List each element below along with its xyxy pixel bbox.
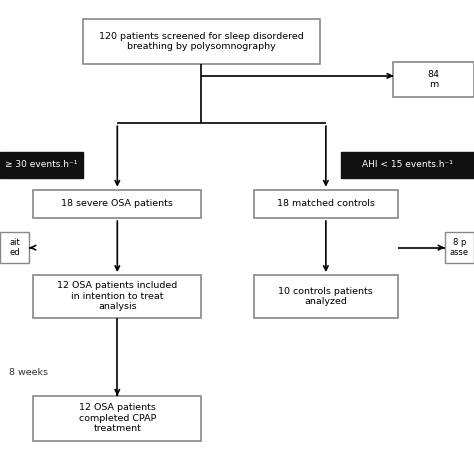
- FancyBboxPatch shape: [0, 152, 83, 178]
- FancyBboxPatch shape: [254, 275, 398, 318]
- Text: 120 patients screened for sleep disordered
breathing by polysomnography: 120 patients screened for sleep disorder…: [99, 32, 304, 51]
- Text: 12 OSA patients
completed CPAP
treatment: 12 OSA patients completed CPAP treatment: [79, 403, 156, 433]
- Text: 18 matched controls: 18 matched controls: [277, 200, 375, 208]
- Text: 8 weeks: 8 weeks: [9, 368, 48, 376]
- FancyBboxPatch shape: [33, 190, 201, 218]
- FancyBboxPatch shape: [33, 275, 201, 318]
- Text: 10 controls patients
analyzed: 10 controls patients analyzed: [279, 287, 373, 306]
- Text: ait
ed: ait ed: [9, 238, 20, 257]
- FancyBboxPatch shape: [393, 62, 474, 97]
- FancyBboxPatch shape: [33, 396, 201, 441]
- Text: 18 severe OSA patients: 18 severe OSA patients: [61, 200, 173, 208]
- Text: ≥ 30 events.h⁻¹: ≥ 30 events.h⁻¹: [5, 160, 78, 169]
- FancyBboxPatch shape: [0, 232, 29, 263]
- Text: 8 p
asse: 8 p asse: [450, 238, 469, 257]
- FancyBboxPatch shape: [83, 19, 320, 64]
- Text: AHI < 15 events.h⁻¹: AHI < 15 events.h⁻¹: [362, 160, 453, 169]
- Text: 12 OSA patients included
in intention to treat
analysis: 12 OSA patients included in intention to…: [57, 282, 177, 311]
- FancyBboxPatch shape: [341, 152, 474, 178]
- Text: 84
m: 84 m: [428, 70, 440, 89]
- FancyBboxPatch shape: [445, 232, 474, 263]
- FancyBboxPatch shape: [254, 190, 398, 218]
